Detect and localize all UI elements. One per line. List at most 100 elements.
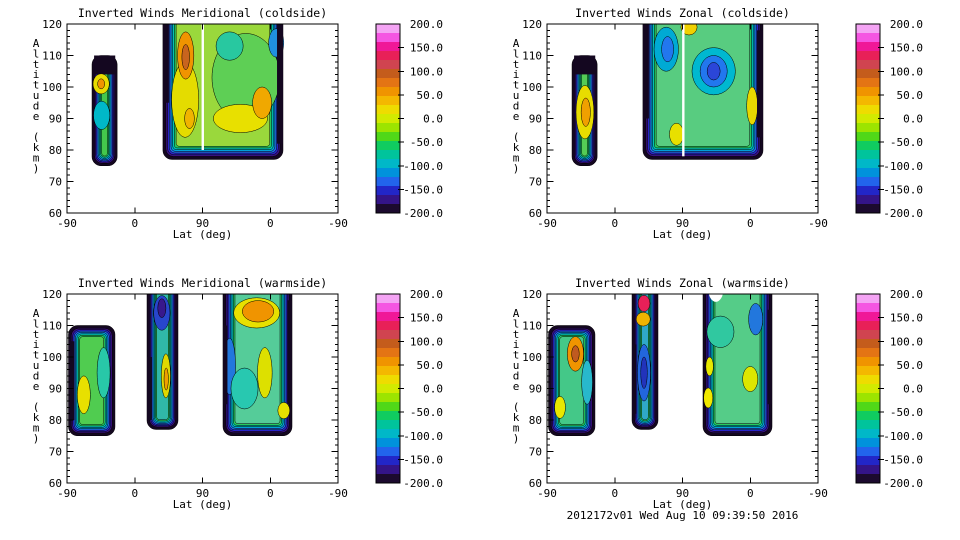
y-tick-label: 70 (49, 445, 62, 458)
colorbar-band (856, 51, 880, 61)
colorbar-tick-label: 150.0 (410, 312, 443, 325)
colorbar-tick-label: 100.0 (890, 65, 923, 78)
y-axis-label-char: d (513, 369, 520, 382)
data-gap-line (682, 24, 685, 157)
colorbar-band (376, 123, 400, 133)
x-tick-label: 0 (131, 487, 138, 500)
colorbar-band (376, 456, 400, 466)
contour-feature (277, 402, 291, 419)
y-axis-label-char: t (33, 328, 40, 341)
contour-interior (714, 294, 761, 424)
x-tick-label: 0 (267, 217, 274, 230)
colorbar-tick-label: 0.0 (423, 113, 443, 126)
contour-feature (163, 367, 169, 391)
colorbar-tick-label: -150.0 (403, 453, 443, 466)
y-tick-label: 80 (49, 144, 62, 157)
contour-feature (215, 31, 244, 61)
colorbar-tick-label: 0.0 (423, 383, 443, 396)
colorbar-tick-label: 0.0 (903, 113, 923, 126)
colorbar-band (376, 330, 400, 340)
data-gap-line (201, 24, 204, 150)
x-tick-label: -90 (328, 217, 348, 230)
colorbar-band (856, 42, 880, 52)
y-tick-label: 60 (529, 207, 542, 220)
contour-plot (91, 24, 285, 166)
colorbar-tick-label: 200.0 (410, 18, 443, 31)
x-tick-label: -90 (57, 217, 77, 230)
colorbar-band (376, 447, 400, 457)
contour-feature (77, 375, 91, 414)
y-axis-label-char: u (33, 89, 40, 102)
colorbar-band (856, 447, 880, 457)
colorbar-tick-label: 50.0 (417, 359, 444, 372)
colorbar-band (856, 465, 880, 475)
colorbar-tick-label: 200.0 (890, 18, 923, 31)
colorbar-tick-label: 50.0 (897, 359, 924, 372)
panel-title: Inverted Winds Zonal (coldside) (575, 6, 790, 20)
y-tick-label: 60 (49, 477, 62, 490)
colorbar-band (376, 393, 400, 403)
colorbar-tick-label: 100.0 (410, 335, 443, 348)
colorbar-band (856, 33, 880, 43)
colorbar: 200.0 150.0 100.0 50.0 0.0 -50.0 -100.0 -150.0 -… (375, 18, 444, 220)
y-axis-label-char: A (33, 307, 40, 320)
y-axis-label-char: m (33, 421, 40, 434)
colorbar-band (856, 195, 880, 205)
colorbar-band (376, 438, 400, 448)
colorbar-tick-label: 150.0 (890, 312, 923, 325)
panel-meridional-coldside: Inverted Winds Meridional (coldside) -90… (33, 6, 444, 241)
colorbar-band (856, 375, 880, 385)
y-axis-label-char: l (33, 47, 40, 60)
y-axis-label-char: e (513, 110, 520, 123)
x-tick-label: 0 (611, 487, 618, 500)
colorbar: 200.0 150.0 100.0 50.0 0.0 -50.0 -100.0 -150.0 -… (375, 288, 444, 490)
colorbar-band (376, 474, 400, 484)
contour-feature (580, 97, 591, 127)
y-tick-label: 110 (42, 319, 62, 332)
colorbar-band (376, 339, 400, 349)
colorbar-band (856, 204, 880, 214)
y-axis-label-char: i (33, 338, 40, 351)
y-tick-label: 80 (49, 414, 62, 427)
y-axis-label-char: i (33, 68, 40, 81)
colorbar-tick-label: 150.0 (890, 42, 923, 55)
y-axis-label-char: t (33, 58, 40, 71)
colorbar-band (376, 294, 400, 304)
contour-feature (635, 312, 651, 327)
y-axis-label-char: ) (513, 162, 520, 175)
colorbar-band (376, 42, 400, 52)
y-tick-label: 120 (42, 288, 62, 301)
y-axis-label-char: e (33, 380, 40, 393)
colorbar-band (856, 411, 880, 421)
y-axis-label-char: k (513, 411, 520, 424)
colorbar-band (856, 429, 880, 439)
y-tick-label: 70 (529, 445, 542, 458)
contour-feature (708, 294, 723, 302)
contour-feature (242, 300, 275, 323)
timestamp-footer: 2012172v01 Wed Aug 10 09:39:50 2016 (566, 509, 799, 522)
contour-feature (184, 108, 195, 129)
contour-plot (68, 294, 293, 436)
colorbar-band (856, 141, 880, 151)
colorbar-tick-label: 50.0 (417, 89, 444, 102)
colorbar-band (376, 33, 400, 43)
y-axis-label-char: t (513, 79, 520, 92)
y-axis-label-char: k (33, 411, 40, 424)
y-axis-label-char: ( (33, 401, 40, 414)
colorbar-band (856, 303, 880, 313)
contour-feature (97, 78, 105, 90)
colorbar-band (376, 420, 400, 430)
colorbar-tick-label: -50.0 (890, 406, 923, 419)
colorbar-band (856, 24, 880, 34)
x-tick-label: 90 (676, 217, 689, 230)
colorbar-band (376, 78, 400, 88)
contour-feature (746, 86, 758, 126)
x-tick-label: 0 (747, 487, 754, 500)
colorbar: 200.0 150.0 100.0 50.0 0.0 -50.0 -100.0 -150.0 -… (855, 288, 924, 490)
colorbar-band (856, 114, 880, 124)
colorbar-tick-label: -150.0 (403, 183, 443, 196)
colorbar-band (376, 375, 400, 385)
